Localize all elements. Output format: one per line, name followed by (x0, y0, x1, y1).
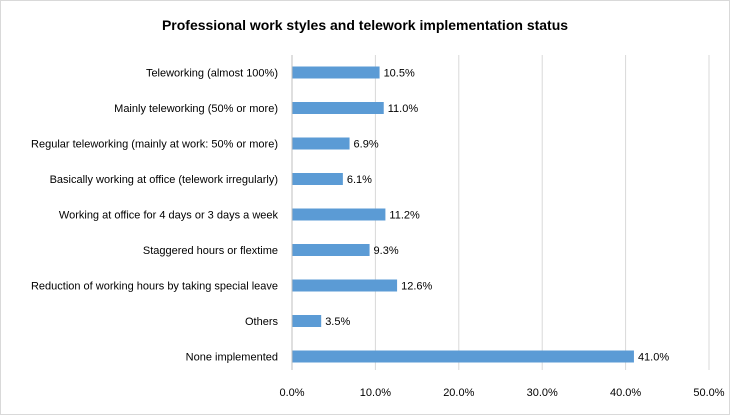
data-label: 10.5% (384, 68, 415, 80)
bar (292, 137, 350, 150)
category-label: Mainly teleworking (50% or more) (114, 103, 278, 115)
category-label: Others (245, 316, 279, 328)
data-label: 11.2% (389, 210, 420, 222)
x-tick-label: 30.0% (527, 387, 558, 399)
category-label: Staggered hours or flextime (143, 245, 278, 257)
bar (292, 173, 343, 185)
category-label: Working at office for 4 days or 3 days a… (59, 210, 279, 222)
data-label: 9.3% (374, 245, 399, 257)
x-tick-label: 20.0% (443, 387, 474, 399)
bar (292, 208, 386, 221)
category-label: Reduction of working hours by taking spe… (31, 281, 278, 293)
category-label: None implemented (186, 352, 278, 364)
data-label: 12.6% (401, 281, 432, 293)
data-label: 6.9% (354, 139, 379, 151)
bar (292, 350, 634, 363)
category-label: Basically working at office (telework ir… (50, 174, 278, 186)
chart-title: Professional work styles and telework im… (161, 17, 569, 33)
bar (292, 315, 322, 327)
bar (292, 279, 398, 292)
x-tick-label: 40.0% (610, 387, 641, 399)
bar (292, 244, 370, 256)
x-tick-label: 10.0% (360, 387, 391, 399)
category-label: Teleworking (almost 100%) (146, 68, 278, 80)
category-label: Regular teleworking (mainly at work: 50%… (31, 139, 278, 151)
data-label: 6.1% (347, 174, 372, 186)
bar (292, 66, 380, 79)
data-label: 3.5% (325, 316, 350, 328)
data-label: 41.0% (638, 352, 669, 364)
data-label: 11.0% (388, 103, 419, 115)
x-tick-label: 0.0% (279, 387, 304, 399)
x-tick-label: 50.0% (693, 387, 724, 399)
bar (292, 102, 384, 114)
